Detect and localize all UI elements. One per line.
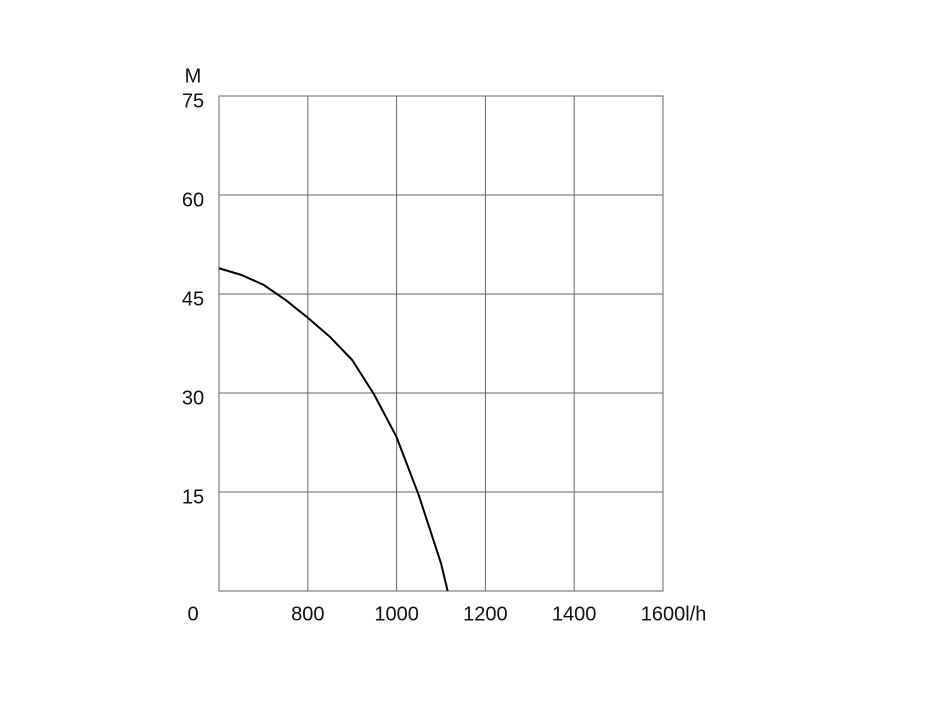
curve (218, 267, 449, 592)
x-tick-label: 1000 (374, 603, 419, 625)
plot-frame (218, 95, 664, 592)
y-tick-label: 45 (182, 288, 204, 310)
y-tick-label: 60 (182, 189, 204, 211)
y-tick-label: 75 (182, 90, 204, 112)
y-axis-label: M (185, 65, 202, 87)
x-axis-label: l/h (685, 603, 706, 625)
x-tick-label: 800 (291, 603, 324, 625)
x-tick-label: 1600 (641, 603, 686, 625)
y-tick-label: 15 (182, 486, 204, 508)
y-tick-label: 30 (182, 387, 204, 409)
x-tick-label: 1200 (463, 603, 508, 625)
y-tick-label: 0 (187, 603, 198, 625)
x-tick-label: 1400 (552, 603, 597, 625)
